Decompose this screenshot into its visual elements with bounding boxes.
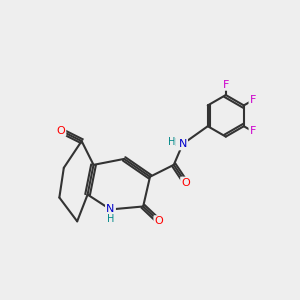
Text: O: O <box>181 178 190 188</box>
Text: H: H <box>169 138 176 148</box>
Text: O: O <box>56 126 65 136</box>
Text: H: H <box>168 137 175 147</box>
Text: F: F <box>250 95 256 105</box>
Text: F: F <box>250 126 256 136</box>
Text: F: F <box>250 126 256 136</box>
Text: N: N <box>106 204 115 214</box>
Text: O: O <box>154 216 163 226</box>
Text: O: O <box>154 216 163 226</box>
Text: N: N <box>178 139 187 149</box>
Text: O: O <box>56 126 65 136</box>
Text: H: H <box>107 214 114 224</box>
Text: F: F <box>223 80 229 90</box>
Text: O: O <box>181 178 190 188</box>
Text: N: N <box>178 139 187 149</box>
Text: N: N <box>106 204 115 214</box>
Text: F: F <box>223 80 229 90</box>
Text: H: H <box>106 213 114 224</box>
Text: N: N <box>106 204 115 214</box>
Text: F: F <box>250 95 256 105</box>
Text: N: N <box>178 139 187 149</box>
